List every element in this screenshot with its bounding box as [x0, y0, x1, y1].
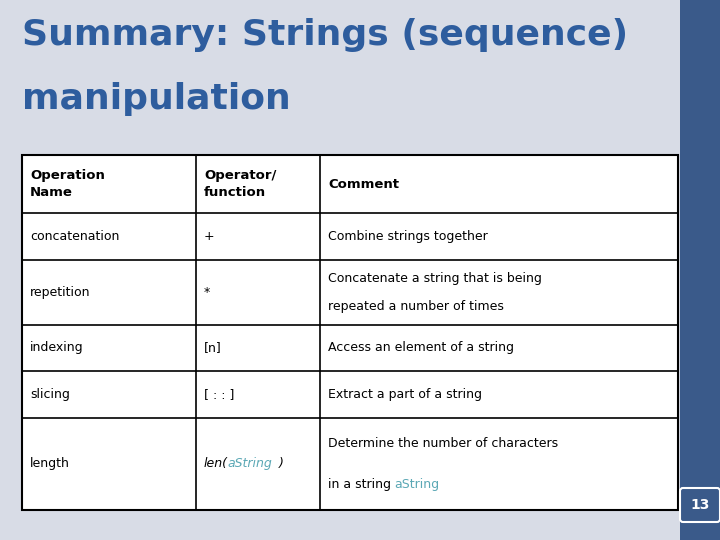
- Text: in a string: in a string: [328, 478, 395, 491]
- Text: [ : : ]: [ : : ]: [204, 388, 235, 401]
- Text: [n]: [n]: [204, 341, 222, 354]
- Text: aString: aString: [227, 457, 271, 470]
- Text: aString: aString: [394, 478, 439, 491]
- Text: *: *: [204, 286, 210, 299]
- Text: Summary: Strings (sequence): Summary: Strings (sequence): [22, 18, 628, 52]
- Text: len(: len(: [204, 457, 228, 470]
- Text: Access an element of a string: Access an element of a string: [328, 341, 514, 354]
- Text: repetition: repetition: [30, 286, 91, 299]
- Text: indexing: indexing: [30, 341, 84, 354]
- Text: Extract a part of a string: Extract a part of a string: [328, 388, 482, 401]
- Text: Determine the number of characters: Determine the number of characters: [328, 437, 558, 450]
- Text: +: +: [204, 230, 215, 243]
- Text: concatenation: concatenation: [30, 230, 120, 243]
- Text: length: length: [30, 457, 70, 470]
- Bar: [680, 0, 720, 540]
- Text: ): ): [279, 457, 284, 470]
- Text: manipulation: manipulation: [22, 82, 291, 116]
- Text: Operation
Name: Operation Name: [30, 170, 105, 199]
- FancyBboxPatch shape: [680, 488, 720, 522]
- Text: Comment: Comment: [328, 178, 399, 191]
- Text: Operator/
function: Operator/ function: [204, 170, 276, 199]
- Text: Concatenate a string that is being: Concatenate a string that is being: [328, 272, 542, 285]
- Text: repeated a number of times: repeated a number of times: [328, 300, 504, 313]
- Bar: [22, 155, 678, 510]
- Text: slicing: slicing: [30, 388, 70, 401]
- Text: Combine strings together: Combine strings together: [328, 230, 487, 243]
- Text: 13: 13: [690, 498, 710, 512]
